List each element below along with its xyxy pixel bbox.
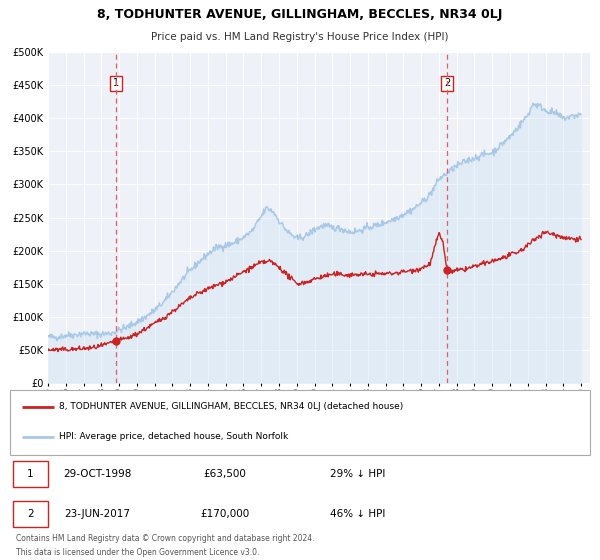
Text: 2: 2 [27, 509, 34, 519]
Text: 46% ↓ HPI: 46% ↓ HPI [331, 509, 386, 519]
Text: 29% ↓ HPI: 29% ↓ HPI [331, 469, 386, 479]
Text: 1: 1 [27, 469, 34, 479]
Text: £170,000: £170,000 [200, 509, 249, 519]
FancyBboxPatch shape [10, 390, 590, 455]
FancyBboxPatch shape [13, 501, 48, 527]
Text: 8, TODHUNTER AVENUE, GILLINGHAM, BECCLES, NR34 0LJ (detached house): 8, TODHUNTER AVENUE, GILLINGHAM, BECCLES… [59, 403, 404, 412]
Text: 2: 2 [444, 78, 451, 88]
Text: HPI: Average price, detached house, South Norfolk: HPI: Average price, detached house, Sout… [59, 432, 289, 441]
Text: 8, TODHUNTER AVENUE, GILLINGHAM, BECCLES, NR34 0LJ: 8, TODHUNTER AVENUE, GILLINGHAM, BECCLES… [97, 8, 503, 21]
Text: £63,500: £63,500 [203, 469, 246, 479]
Text: 29-OCT-1998: 29-OCT-1998 [63, 469, 131, 479]
Text: Price paid vs. HM Land Registry's House Price Index (HPI): Price paid vs. HM Land Registry's House … [151, 32, 449, 42]
Text: 23-JUN-2017: 23-JUN-2017 [64, 509, 130, 519]
FancyBboxPatch shape [13, 461, 48, 487]
Text: This data is licensed under the Open Government Licence v3.0.: This data is licensed under the Open Gov… [16, 548, 259, 557]
Text: Contains HM Land Registry data © Crown copyright and database right 2024.: Contains HM Land Registry data © Crown c… [16, 534, 314, 543]
Text: 1: 1 [113, 78, 119, 88]
